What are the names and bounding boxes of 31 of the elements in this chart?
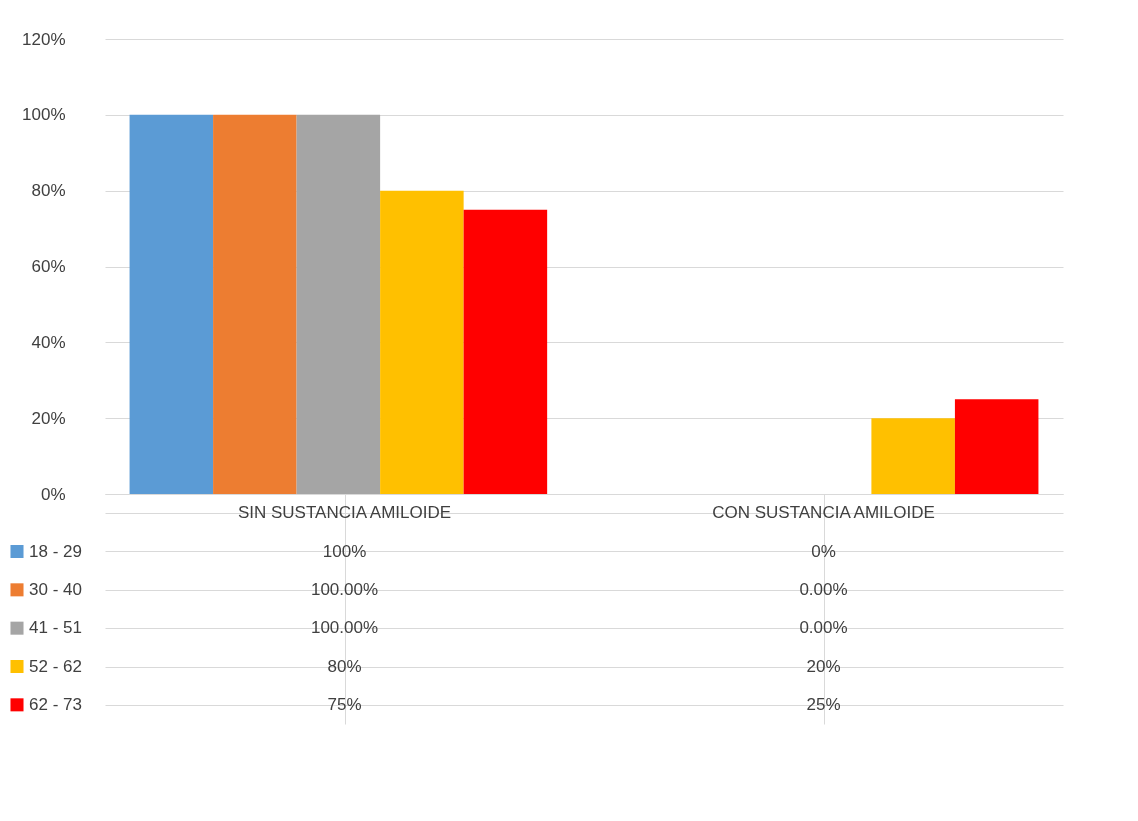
data-label: 75% [327,694,362,714]
bar [463,209,548,494]
data-label: 100.00% [310,618,379,638]
y-tick-label: 100% [22,105,66,125]
bar [954,399,1039,494]
bar [871,418,955,494]
legend-label: 41 - 51 [29,618,82,638]
legend-label: 18 - 29 [29,541,82,561]
bar [129,114,214,494]
x-tick-label: SIN SUSTANCIA AMILOIDE [237,503,452,523]
data-label: 100.00% [310,579,379,599]
x-tick-label: CON SUSTANCIA AMILOIDE [712,503,935,523]
bar [213,114,297,494]
y-tick-label: 120% [22,29,66,49]
data-label: 80% [327,656,362,676]
legend-label: 52 - 62 [29,656,82,676]
y-tick-label: 60% [31,257,66,276]
y-tick-label: 80% [31,181,66,201]
bar [380,190,464,494]
data-label: 25% [806,694,841,714]
data-label: 20% [806,656,841,676]
legend-label: 62 - 73 [29,694,82,714]
y-tick-label: 40% [31,332,66,352]
bar [296,114,381,494]
data-label: 0.00% [799,579,848,599]
data-label: 0% [811,541,836,561]
data-label: 100% [322,541,367,561]
legend-label: 30 - 40 [29,579,82,599]
y-tick-label: 20% [31,408,66,428]
y-tick-label: 0% [40,484,66,504]
data-label: 0.00% [799,618,848,638]
